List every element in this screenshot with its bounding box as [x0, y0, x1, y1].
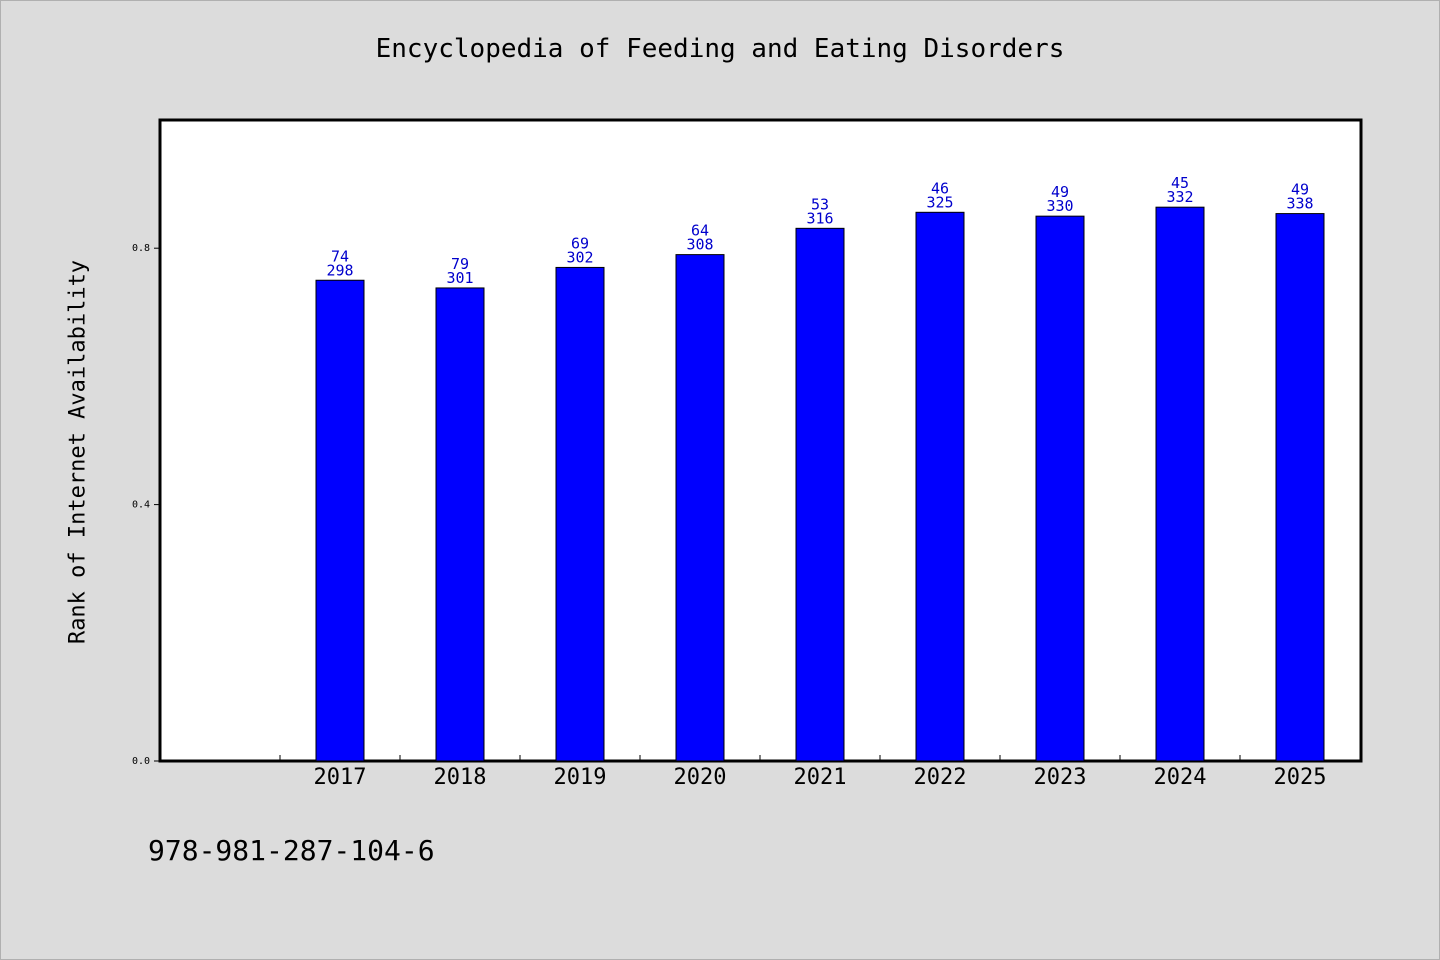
x-tick-label: 2023 [1034, 765, 1087, 790]
y-tick-label: 0.8 [132, 243, 150, 254]
bar [1275, 213, 1325, 762]
x-tick-label: 2020 [674, 765, 727, 790]
y-tick-label: 0.0 [132, 756, 150, 767]
x-tick-label: 2025 [1274, 765, 1327, 790]
data-label-top: 49 [1051, 183, 1069, 201]
bar [1035, 215, 1085, 762]
data-label-top: 64 [691, 222, 709, 240]
data-label-top: 69 [571, 234, 589, 252]
data-label-bottom: 330 [1046, 197, 1073, 215]
x-axis-ticks: 2017 2018 2019 2020 2021 2022 2023 2024 2025 [279, 755, 1361, 790]
data-label-bottom: 302 [566, 248, 593, 266]
y-tick-label: 0.4 [132, 500, 150, 511]
bar [435, 287, 485, 762]
x-tick-label: 2018 [434, 765, 487, 790]
bar [675, 254, 725, 762]
data-label-bottom: 298 [326, 261, 353, 279]
x-tick-label: 2019 [554, 765, 607, 790]
data-label-top: 45 [1171, 174, 1189, 192]
bar [795, 227, 845, 762]
data-label-bottom: 316 [806, 209, 833, 227]
y-axis-ticks: 0.0 0.4 0.8 [132, 243, 160, 767]
bar [1155, 206, 1205, 762]
data-label-top: 79 [451, 255, 469, 273]
bar [555, 266, 605, 762]
footer-code: 978-981-287-104-6 [148, 834, 435, 867]
bar [315, 279, 365, 762]
data-label-bottom: 332 [1166, 188, 1193, 206]
data-label-bottom: 308 [686, 236, 713, 254]
data-label-bottom: 301 [446, 269, 473, 287]
data-label-top: 49 [1291, 181, 1309, 199]
x-tick-label: 2024 [1154, 765, 1207, 790]
chart-title: Encyclopedia of Feeding and Eating Disor… [375, 34, 1065, 64]
x-tick-label: 2017 [314, 765, 367, 790]
data-label-top: 74 [331, 247, 349, 265]
data-label-top: 53 [811, 195, 829, 213]
x-tick-label: 2021 [794, 765, 847, 790]
y-axis-label: Rank of Internet Availability [65, 259, 91, 645]
data-label-top: 46 [931, 179, 949, 197]
bar-series [315, 206, 1325, 762]
x-tick-label: 2022 [914, 765, 967, 790]
bar [915, 211, 965, 762]
data-label-bottom: 325 [926, 193, 953, 211]
data-label-bottom: 338 [1286, 195, 1313, 213]
